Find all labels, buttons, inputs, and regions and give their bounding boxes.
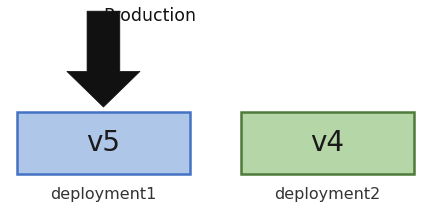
Text: Production: Production <box>103 7 196 25</box>
Bar <box>17 112 189 174</box>
Text: v5: v5 <box>86 129 120 157</box>
Polygon shape <box>67 11 140 107</box>
Text: deployment1: deployment1 <box>50 186 156 202</box>
Text: deployment2: deployment2 <box>274 186 380 202</box>
Text: v4: v4 <box>310 129 344 157</box>
Bar <box>241 112 413 174</box>
